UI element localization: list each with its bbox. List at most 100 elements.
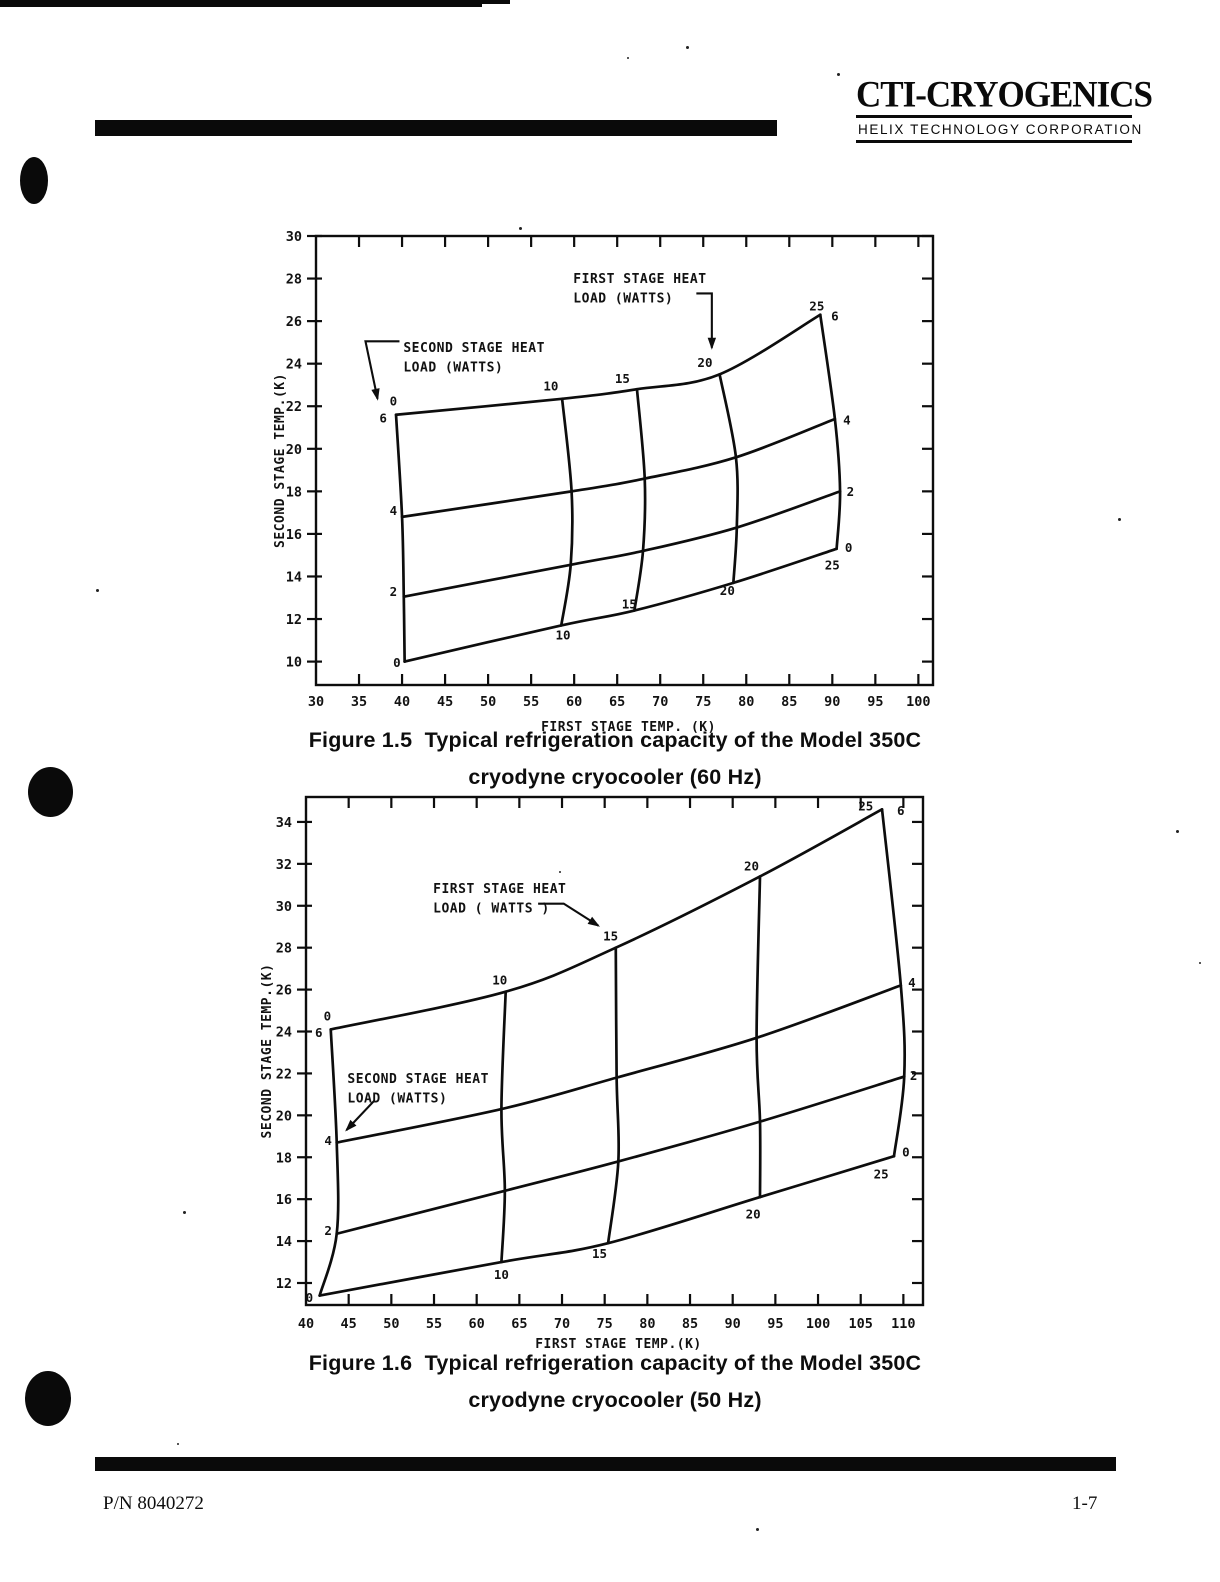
- curve-value-label: 6: [897, 803, 905, 818]
- part-number: P/N 8040272: [103, 1493, 204, 1514]
- brand-subtitle: HELIX TECHNOLOGY CORPORATION: [858, 122, 1143, 137]
- curve-first-stage-load-25w: [818, 313, 842, 551]
- axis-tick-label: 26: [286, 314, 302, 330]
- curve-first-stage-load-0w: [394, 413, 406, 663]
- curve-value-label: 15: [592, 1246, 607, 1261]
- footer-divider-bar: [95, 1457, 1116, 1471]
- axis-tick-label: 12: [276, 1276, 292, 1292]
- axis-tick-label: 95: [867, 694, 883, 710]
- axis-tick-label: 60: [469, 1316, 485, 1332]
- brand-name: CTI-CRYOGENICS: [856, 73, 1153, 115]
- axis-tick-label: 28: [286, 272, 302, 288]
- curve-value-label: 15: [603, 929, 618, 944]
- punch-hole: [25, 1371, 71, 1426]
- second-stage-heat-load-callout-leader: [364, 340, 400, 400]
- scan-speck: [177, 1443, 179, 1445]
- figure-caption-line: Figure 1.5 Typical refrigeration capacit…: [308, 728, 922, 752]
- curve-value-label: 4: [324, 1133, 332, 1148]
- axis-tick-label: 12: [286, 612, 302, 628]
- curve-value-label: 0: [845, 540, 853, 555]
- curve-first-stage-load-10w: [500, 990, 508, 1264]
- scan-speck: [559, 871, 561, 873]
- axis-tick-label: 100: [906, 694, 930, 710]
- scan-speck: [1199, 962, 1201, 964]
- curve-first-stage-load-10w: [559, 397, 574, 627]
- axis-tick-label: 90: [824, 694, 840, 710]
- axis-tick-label: 30: [286, 229, 302, 245]
- axis-tick-label: 16: [276, 1192, 292, 1208]
- curve-value-label: 20: [720, 583, 735, 598]
- axis-tick-label: 30: [276, 899, 292, 915]
- second-stage-heat-load-callout-text: LOAD (WATTS): [403, 360, 503, 375]
- axis-tick-label: 105: [849, 1316, 873, 1332]
- scan-speck: [183, 1211, 186, 1214]
- first-stage-heat-load-callout-leader: [538, 902, 599, 927]
- axis-tick-label: 80: [639, 1316, 655, 1332]
- first-stage-heat-load-callout-text: FIRST STAGE HEAT: [433, 882, 566, 897]
- curve-value-label: 15: [622, 597, 637, 612]
- scan-speck: [837, 73, 840, 76]
- axis-tick-label: 75: [597, 1316, 613, 1332]
- axis-tick-label: 70: [652, 694, 668, 710]
- page-top-scan-bar: [0, 0, 482, 7]
- scan-speck: [1118, 518, 1121, 521]
- axis-tick-label: 16: [286, 527, 302, 543]
- axis-tick-label: 28: [276, 941, 292, 957]
- scan-speck: [519, 227, 522, 230]
- axis-tick-label: 95: [767, 1316, 783, 1332]
- curve-first-stage-load-20w: [755, 875, 762, 1199]
- axis-tick-label: 18: [286, 484, 302, 500]
- curve-value-label: 0: [324, 1008, 332, 1023]
- axis-tick-label: 22: [276, 1066, 292, 1082]
- axis-tick-label: 110: [891, 1316, 915, 1332]
- logo-rule-bottom: [856, 140, 1132, 143]
- axis-tick-label: 35: [351, 694, 367, 710]
- second-stage-heat-load-callout-leader: [345, 1099, 376, 1131]
- figure-caption-line: cryodyne cryocooler (60 Hz): [468, 765, 762, 789]
- axis-tick-label: 45: [341, 1316, 357, 1332]
- scan-speck: [686, 46, 689, 49]
- scan-speck: [627, 57, 629, 59]
- curve-value-label: 2: [847, 484, 855, 499]
- curve-value-label: 0: [306, 1290, 314, 1305]
- axis-tick-label: 24: [276, 1025, 292, 1041]
- axis-tick-label: 70: [554, 1316, 570, 1332]
- axis-tick-label: 26: [276, 983, 292, 999]
- curve-value-label: 25: [809, 299, 824, 314]
- annotation-arrowhead: [707, 337, 717, 350]
- curve-value-label: 25: [874, 1167, 889, 1182]
- axis-tick-label: 22: [286, 399, 302, 415]
- curve-value-label: 20: [744, 858, 759, 873]
- curve-value-label: 15: [615, 371, 630, 386]
- chart-figure-1-6: 40 45 50 55 60 65 70 75 80 85 90 95 100 105 1101214161…: [260, 795, 925, 1352]
- axis-tick-label: 50: [383, 1316, 399, 1332]
- axis-tick-label: 32: [276, 857, 292, 873]
- axis-tick-label: 18: [276, 1150, 292, 1166]
- axis-tick-label: 34: [276, 815, 292, 831]
- curve-second-stage-load-6w: [394, 313, 822, 417]
- figure-caption-line: Figure 1.6 Typical refrigeration capacit…: [308, 1351, 922, 1375]
- plot-frame-figure-1-5: [314, 234, 935, 687]
- curve-value-label: 10: [543, 379, 558, 394]
- curve-value-label: 25: [858, 799, 873, 814]
- curve-second-stage-load-0w: [318, 1154, 896, 1297]
- y-axis-title: SECOND STAGE TEMP.(K): [260, 964, 275, 1139]
- scan-speck: [756, 1528, 759, 1531]
- annotation-arrowhead: [345, 1119, 357, 1132]
- scan-speck: [1176, 830, 1179, 833]
- axis-tick-label: 10: [286, 655, 302, 671]
- curve-value-label: 10: [492, 973, 507, 988]
- curve-first-stage-load-15w: [606, 946, 621, 1245]
- curve-value-label: 6: [831, 308, 839, 323]
- curve-value-label: 0: [902, 1145, 910, 1160]
- axis-tick-label: 30: [308, 694, 324, 710]
- axis-tick-label: 75: [695, 694, 711, 710]
- page-top-scan-bar-stub: [482, 0, 510, 4]
- curve-value-label: 0: [393, 655, 401, 670]
- chart-figure-1-5: 30 35 40 45 50 55 60 65 70 75 80 85 90 95 100101214161…: [273, 229, 935, 735]
- first-stage-heat-load-callout-text: FIRST STAGE HEAT: [573, 272, 706, 287]
- curve-value-label: 2: [390, 584, 398, 599]
- curve-value-label: 6: [379, 410, 387, 425]
- plot-frame-figure-1-6: [304, 795, 925, 1307]
